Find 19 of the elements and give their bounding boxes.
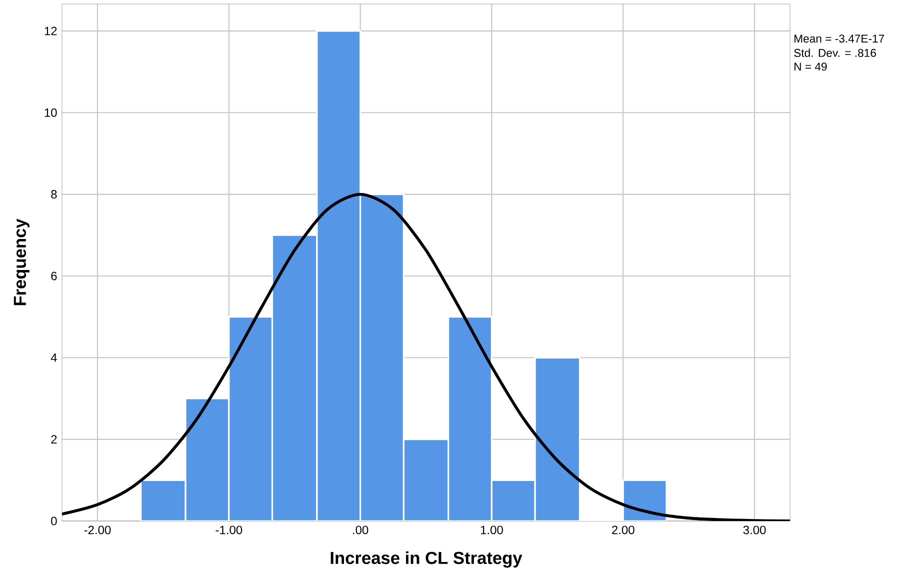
y-tick-label: 6 [51,272,57,280]
y-tick-label: 4 [50,354,57,362]
x-axis-title: Increase in CL Strategy [330,551,522,568]
x-tick-label: 2.00 [612,526,634,534]
x-tick-label: -1.00 [216,526,242,534]
x-tick-label: 3.00 [743,526,766,534]
x-tick-label: 1.00 [480,526,503,534]
line-series [62,192,790,521]
y-tick-label: 0 [51,516,57,526]
text: Std. Dev. = .816 [794,48,876,57]
x-tick-label: -2.00 [84,526,111,534]
text: Mean = -3.47E-17 [794,34,884,43]
y-tick-label: 8 [51,190,57,199]
y-tick-label: 2 [51,435,57,444]
y-tick-label: 10 [44,108,57,117]
y-axis-title: Frequency [14,218,30,306]
text: N = 49 [794,62,827,71]
x-tick-label: .00 [353,526,368,534]
y-tick-label: 12 [44,26,57,36]
